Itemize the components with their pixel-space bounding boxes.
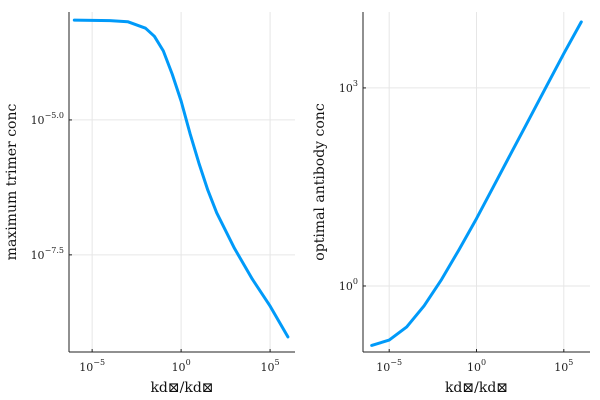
right-panel-antibody-conc: 10−5 100 105 100 103 kd⊠/kd⊠ optimal antibody … (312, 12, 590, 396)
x-axis-label: kd⊠/kd⊠ (445, 380, 508, 396)
left-panel-trimer-conc: 10−5 100 105 10−5.0 10−7.5 kd⊠/kd⊠ maximum tri… (4, 12, 295, 396)
y-tick-label: 103 (339, 79, 358, 95)
y-tick-label: 100 (339, 277, 358, 293)
y-tick-label: 10−5.0 (31, 111, 64, 127)
y-axis-label: optimal antibody conc (312, 103, 328, 261)
series-line (72, 18, 290, 339)
y-tick-label: 10−7.5 (31, 246, 64, 262)
x-tick-label: 105 (261, 358, 280, 374)
series-line (370, 20, 583, 347)
x-tick-label: 100 (467, 358, 486, 374)
x-axis-label: kd⊠/kd⊠ (150, 380, 213, 396)
x-tick-label: 105 (554, 358, 573, 374)
x-tick-label: 10−5 (376, 358, 402, 374)
y-axis-label: maximum trimer conc (4, 104, 20, 261)
x-tick-label: 100 (172, 358, 191, 374)
x-tick-label: 10−5 (79, 358, 105, 374)
